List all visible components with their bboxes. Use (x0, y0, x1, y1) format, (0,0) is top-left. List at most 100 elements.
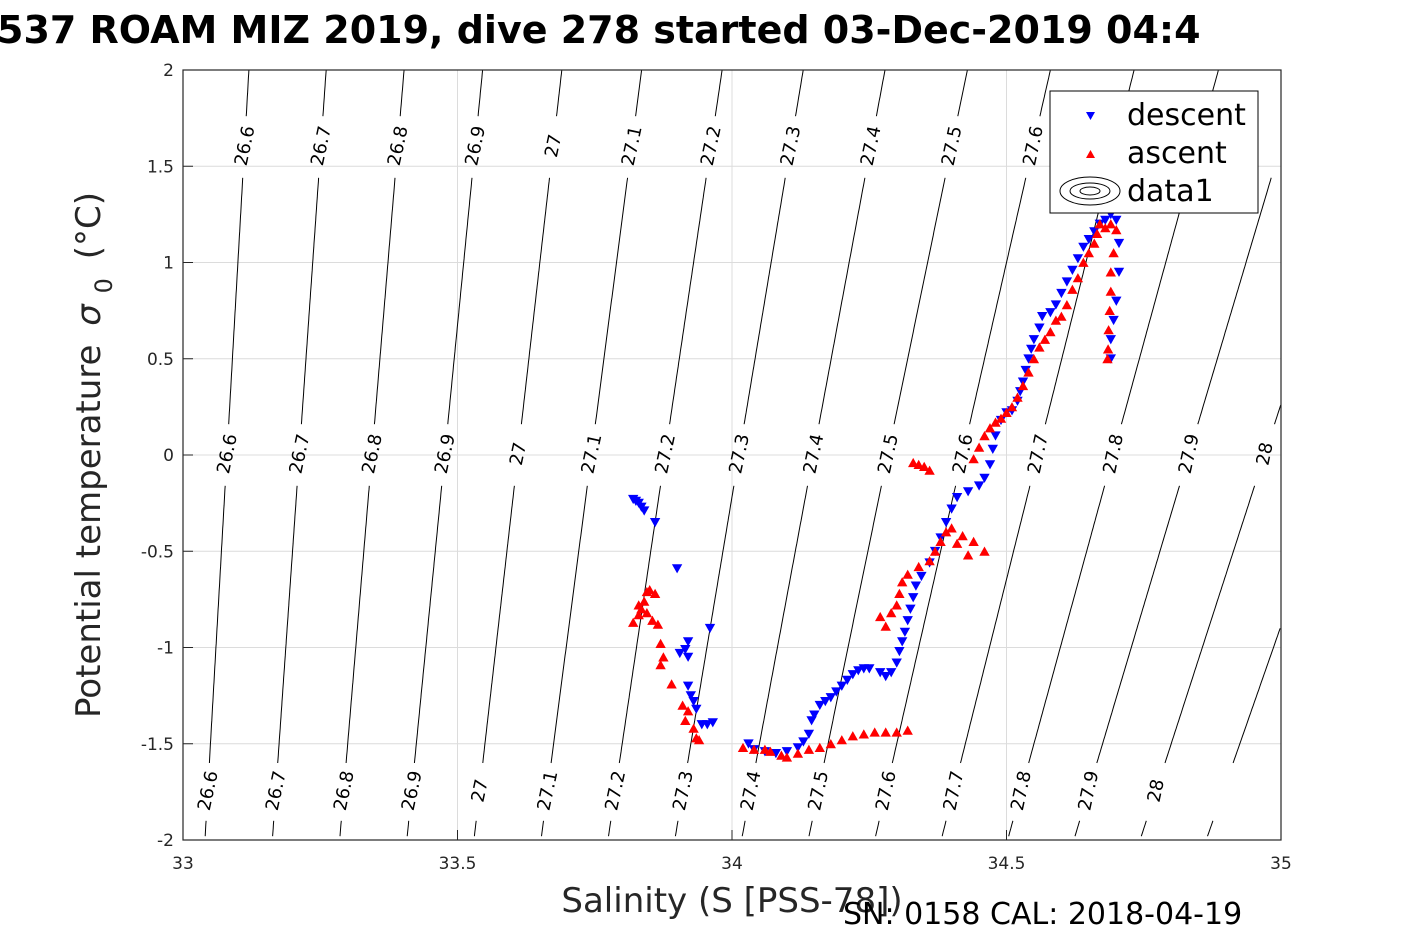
ascent-point (858, 729, 869, 739)
isopycnal-line (1074, 177, 1272, 837)
ascent-point (1083, 248, 1094, 258)
isopycnal-label: 28 (1252, 440, 1277, 467)
ascent-point (1091, 228, 1103, 239)
isopycnal-line (808, 69, 968, 837)
isopycnal-label: 27.6 (1019, 124, 1048, 168)
descent-point (1072, 254, 1084, 264)
descent-point (1067, 265, 1078, 276)
isopycnal-label: 27.4 (737, 769, 766, 813)
descent-point (814, 700, 825, 711)
isopycnal-label: 27.6 (872, 769, 901, 813)
descent-point (1056, 288, 1067, 299)
ascent-point (946, 523, 957, 533)
descent-point (707, 718, 718, 728)
descent-point (743, 739, 754, 749)
descent-point (908, 593, 919, 603)
ascent-point (677, 700, 688, 710)
descent-point (894, 647, 905, 657)
descent-point (649, 518, 661, 528)
descent-point (1111, 215, 1122, 226)
isopycnal-label: 27.9 (1175, 432, 1204, 476)
ascent-point (979, 430, 990, 441)
descent-point (847, 670, 858, 680)
ascent-point (1105, 286, 1116, 296)
descent-point (702, 720, 713, 730)
ascent-point (1017, 380, 1029, 391)
isopycnal-label: 27.8 (1007, 769, 1036, 813)
ascent-point (803, 744, 815, 754)
ascent-point (1089, 238, 1100, 248)
ascent-point (649, 588, 661, 598)
ascent-point (1105, 219, 1116, 229)
isopycnal-label: 27.4 (799, 432, 828, 476)
ascent-point (935, 536, 946, 546)
ascent-point (792, 748, 804, 758)
descent-point (962, 487, 974, 497)
ascent-point (1102, 353, 1113, 364)
descent-point (910, 581, 922, 591)
isopycnal-line (406, 69, 484, 837)
ascent-point (951, 538, 963, 548)
ascent-point (814, 742, 825, 752)
isopycnal-line (1207, 628, 1281, 837)
y-tick-label: 1.5 (147, 157, 174, 177)
legend-ascent-marker-icon (1086, 150, 1095, 158)
y-tick-label: -2 (157, 831, 174, 851)
ascent-point (1103, 325, 1114, 335)
isopycnal-line (674, 69, 804, 837)
isopycnal-line (608, 69, 723, 837)
ascent-point (781, 752, 793, 762)
isopycnal-label: 27.5 (938, 124, 967, 168)
ascent-point (633, 600, 644, 610)
descent-point (685, 691, 696, 701)
ascent-point (748, 744, 760, 754)
isopycnal-label: 27 (506, 440, 531, 467)
ascent-point (897, 577, 908, 587)
chart-title: 537 ROAM MIZ 2019, dive 278 started 03-D… (0, 8, 1201, 52)
ascent-point (1034, 342, 1045, 352)
isopycnal-label: 27.7 (939, 769, 968, 813)
ascent-point (1056, 311, 1067, 321)
descent-point (987, 444, 998, 455)
isopycnal-label: 26.9 (398, 769, 427, 813)
data-points (628, 209, 1125, 762)
descent-point (809, 710, 820, 720)
descent-point (886, 668, 897, 678)
isopycnal-line (473, 69, 563, 837)
ascent-point (628, 617, 639, 627)
isopycnal-label: 26.7 (262, 769, 291, 813)
descent-point (973, 481, 985, 491)
descent-point (682, 681, 694, 691)
descent-point (902, 616, 913, 626)
isopycnal-label: 27.1 (577, 432, 606, 476)
ascent-point (633, 609, 644, 620)
descent-point (1113, 238, 1125, 249)
isopycnal-label: 27.5 (874, 432, 903, 476)
descent-point (1078, 242, 1089, 252)
ascent-point (1023, 367, 1034, 377)
descent-point (836, 681, 847, 691)
descent-point (781, 747, 793, 757)
ascent-point (913, 561, 924, 572)
y-tick-label: 0.5 (147, 350, 174, 370)
svg-text:Potential temperature: Potential temperature σ 0 (°C) (69, 192, 121, 718)
ascent-point (647, 615, 658, 625)
y-axis-label-subscript: 0 (90, 278, 118, 293)
ascent-point (641, 607, 653, 618)
ascent-point (908, 457, 919, 468)
isopycnal-label: 26.7 (285, 432, 314, 476)
descent-point (916, 571, 927, 582)
ascent-point (836, 735, 847, 745)
ascent-point (688, 723, 699, 733)
isopycnal-label: 27.5 (804, 769, 833, 813)
isopycnal-label: 26.9 (431, 432, 460, 476)
ascent-point (1104, 305, 1115, 316)
descent-point (899, 627, 911, 637)
serial-calibration-footer: SN: 0158 CAL: 2018-04-19 (843, 897, 1243, 932)
y-tick-label: -1.5 (141, 735, 174, 755)
ascent-point (880, 621, 891, 631)
isopycnal-line (272, 69, 327, 837)
grid-lines (183, 70, 1281, 840)
descent-point (1108, 315, 1119, 326)
